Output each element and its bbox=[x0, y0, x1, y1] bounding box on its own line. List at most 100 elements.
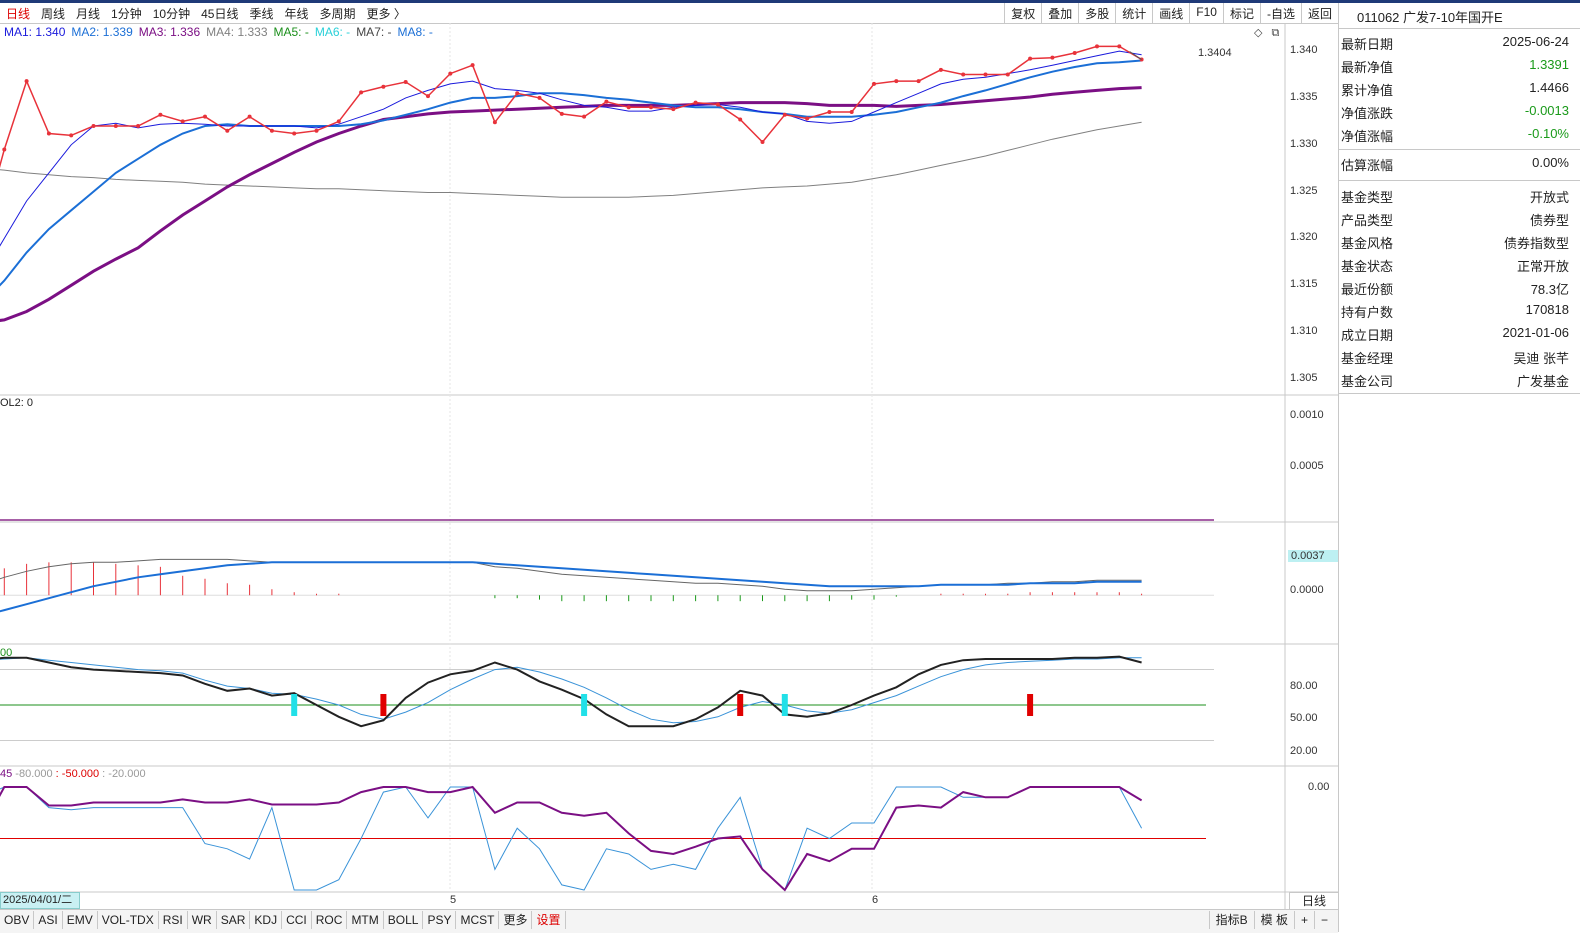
nav-point bbox=[849, 109, 854, 114]
nav-point bbox=[760, 139, 765, 144]
nav-point bbox=[359, 90, 364, 95]
fund-info-row-8: 基金公司 广发基金 bbox=[1339, 368, 1569, 390]
ma-legend-item-5: MA5: - bbox=[273, 25, 309, 39]
indicator-tab-9[interactable]: ROC bbox=[312, 911, 348, 929]
period-tab-5[interactable]: 45日线 bbox=[201, 7, 239, 21]
stock-chart[interactable]: 1.3404 bbox=[0, 23, 1338, 909]
tool-button-4[interactable]: 画线 bbox=[1152, 3, 1189, 23]
tool-button-0[interactable]: 复权 bbox=[1004, 3, 1041, 23]
vol-title: OL2: 0 bbox=[0, 397, 34, 409]
indicator-tab-6[interactable]: SAR bbox=[217, 911, 251, 929]
tool-buttons: 复权 叠加 多股 统计 画线 F10 标记 -自选 返回 bbox=[1004, 3, 1338, 23]
period-tab-6[interactable]: 季线 bbox=[249, 7, 274, 21]
ma3-line bbox=[0, 86, 1142, 322]
bottom-right-button-1[interactable]: 模 板 bbox=[1253, 911, 1294, 929]
period-button[interactable]: 日线 bbox=[1289, 892, 1339, 910]
wr-title: 45 -80.000 : -50.000 : -20.000 bbox=[0, 768, 146, 780]
fund-info-row-4: 最近份额 78.3亿 bbox=[1339, 276, 1569, 298]
ma4-line bbox=[0, 121, 1142, 198]
divider bbox=[1339, 149, 1580, 150]
indicator-tab-7[interactable]: KDJ bbox=[250, 911, 283, 929]
nav-point bbox=[203, 114, 207, 119]
indicator-tab-11[interactable]: BOLL bbox=[384, 911, 424, 929]
kdj-sell-signal bbox=[581, 694, 588, 716]
fund-info-row-6: 成立日期 2021-01-06 bbox=[1339, 322, 1569, 344]
ma-legend-item-8: MA8: - bbox=[397, 25, 433, 39]
price-axis-label-1: 1.335 bbox=[1290, 90, 1318, 103]
period-tab-4[interactable]: 10分钟 bbox=[152, 7, 191, 21]
kdj-d-line bbox=[0, 657, 1142, 724]
nav-point bbox=[961, 72, 966, 77]
window-top-border bbox=[0, 0, 1580, 3]
macd-axis-label-1: 0.0000 bbox=[1290, 584, 1324, 596]
indicator-tab-13[interactable]: MCST bbox=[456, 911, 500, 929]
fund-info-row-1: 产品类型 债券型 bbox=[1339, 207, 1569, 229]
period-tab-0[interactable]: 日线 bbox=[6, 7, 31, 21]
indicator-tab-10[interactable]: MTM bbox=[347, 911, 384, 929]
nav-point bbox=[559, 111, 564, 116]
indicator-tab-8[interactable]: CCI bbox=[282, 911, 312, 929]
fund-row-value: 1.4466 bbox=[1529, 80, 1569, 95]
tool-button-5[interactable]: F10 bbox=[1189, 3, 1223, 23]
indicator-tab-1[interactable]: ASI bbox=[34, 911, 63, 929]
tool-button-6[interactable]: 标记 bbox=[1222, 3, 1260, 23]
ma-legend-item-4: MA4: 1.333 bbox=[206, 25, 268, 39]
ma-legend-item-6: MA6: - bbox=[314, 25, 351, 39]
indicator-tab-12[interactable]: PSY bbox=[423, 911, 457, 929]
divider bbox=[1339, 28, 1580, 29]
fund-info-value: 债券指数型 bbox=[1503, 236, 1569, 251]
kdj-buy-signal bbox=[1027, 694, 1034, 716]
indicator-tab-2[interactable]: EMV bbox=[63, 911, 98, 929]
fund-info-value: 2021-01-06 bbox=[1502, 325, 1570, 340]
period-tab-1[interactable]: 周线 bbox=[41, 7, 66, 21]
window-icon[interactable]: ⧉ bbox=[1271, 27, 1280, 39]
diamond-icon[interactable]: ◇ bbox=[1254, 27, 1263, 39]
bottom-right-button-3[interactable]: − bbox=[1313, 911, 1334, 929]
fund-row-key: 净值涨幅 bbox=[1341, 129, 1394, 144]
price-axis-label-6: 1.310 bbox=[1290, 325, 1318, 338]
tool-button-8[interactable]: 返回 bbox=[1300, 3, 1338, 23]
vol-axis-label-1: 0.0005 bbox=[1290, 460, 1324, 472]
tool-button-2[interactable]: 多股 bbox=[1078, 3, 1115, 23]
nav-point bbox=[1072, 50, 1077, 55]
nav-point bbox=[1117, 44, 1122, 49]
fund-row-0: 最新日期 2025-06-24 bbox=[1339, 31, 1569, 53]
indicator-tab-4[interactable]: RSI bbox=[159, 911, 188, 929]
tool-button-3[interactable]: 统计 bbox=[1115, 3, 1152, 23]
price-axis-label-4: 1.320 bbox=[1290, 231, 1318, 244]
period-tab-3[interactable]: 1分钟 bbox=[111, 7, 142, 21]
nav-point bbox=[1005, 72, 1010, 77]
indicator-tab-5[interactable]: WR bbox=[188, 911, 217, 929]
nav-point bbox=[2, 147, 7, 152]
fund-info-key: 基金状态 bbox=[1341, 259, 1394, 274]
macd-dif-line bbox=[0, 558, 1142, 592]
price-axis-label-3: 1.325 bbox=[1290, 184, 1318, 197]
indicator-tab-14[interactable]: 更多 bbox=[499, 911, 533, 929]
fund-info-panel: 011062 广发7-10年国开E 最新日期 2025-06-24 最新净值 1.33… bbox=[1338, 3, 1580, 932]
indicator-tab-3[interactable]: VOL-TDX bbox=[98, 911, 159, 929]
period-tab-8[interactable]: 多周期 bbox=[319, 7, 356, 21]
indicator-right-buttons: 指标B 模 板 + − bbox=[1208, 911, 1334, 929]
tool-button-7[interactable]: -自选 bbox=[1259, 3, 1301, 23]
nav-point bbox=[738, 117, 743, 122]
tool-button-1[interactable]: 叠加 bbox=[1041, 3, 1078, 23]
indicator-tab-15[interactable]: 设置 bbox=[532, 911, 566, 929]
ma-legend-item-1: MA1: 1.340 bbox=[4, 25, 66, 39]
bottom-right-button-2[interactable]: + bbox=[1293, 911, 1314, 929]
fund-row-4: 净值涨幅 -0.10% bbox=[1339, 123, 1569, 145]
period-tab-7[interactable]: 年线 bbox=[284, 7, 309, 21]
nav-point bbox=[158, 112, 163, 117]
fund-info-key: 基金类型 bbox=[1341, 190, 1394, 205]
bottom-right-button-0[interactable]: 指标B bbox=[1208, 911, 1254, 929]
fund-info-key: 基金公司 bbox=[1341, 374, 1394, 389]
nav-point bbox=[91, 124, 96, 129]
nav-point bbox=[336, 119, 341, 124]
fund-row-value: -0.0013 bbox=[1524, 103, 1569, 118]
nav-point bbox=[671, 107, 676, 112]
indicator-tab-0[interactable]: OBV bbox=[0, 911, 35, 929]
period-tab-2[interactable]: 月线 bbox=[76, 7, 101, 21]
kdj-axis-label-0: 80.00 bbox=[1290, 680, 1318, 692]
period-tab-9[interactable]: 更多 〉 bbox=[366, 7, 406, 21]
fund-row-key: 净值涨跌 bbox=[1341, 106, 1394, 121]
wr-axis-label-0: 0.00 bbox=[1308, 781, 1330, 793]
